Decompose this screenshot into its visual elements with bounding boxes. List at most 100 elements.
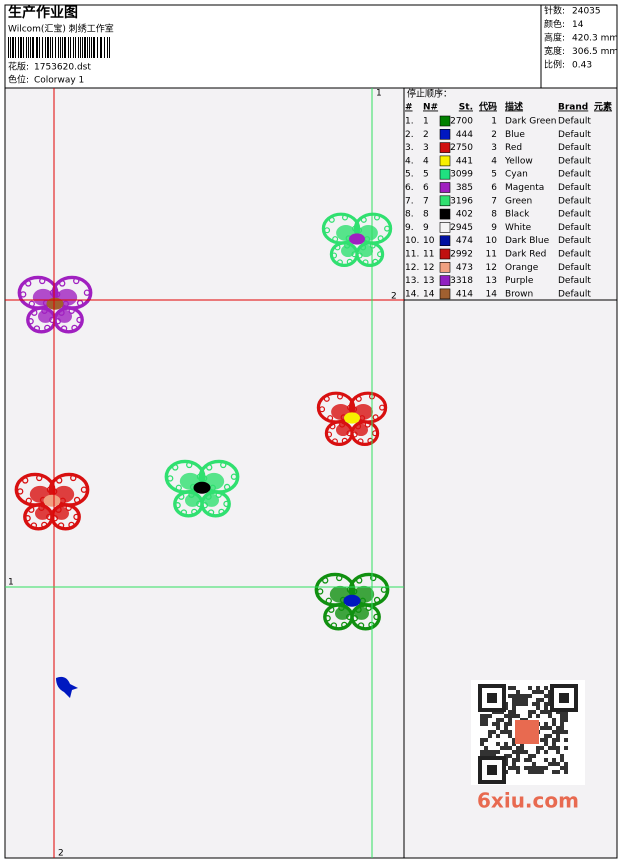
- code: 3: [491, 143, 497, 153]
- bar-stripe: [107, 37, 108, 58]
- qr-cell: [544, 694, 548, 698]
- title: 生产作业图: [8, 4, 78, 21]
- butterfly: [321, 212, 393, 268]
- bar-stripe: [42, 37, 43, 58]
- wing-dot: [60, 325, 68, 332]
- wing-dot: [205, 493, 212, 500]
- qr-cell: [564, 746, 568, 750]
- body: [193, 481, 211, 494]
- code: 2: [491, 130, 497, 140]
- butterfly: [314, 572, 390, 631]
- qr-cell: [524, 702, 528, 706]
- column-header: N#: [423, 103, 438, 113]
- wing-dot: [334, 244, 341, 251]
- qr-cell: [508, 722, 512, 726]
- needle: 8: [423, 210, 429, 220]
- wing-dot: [38, 504, 45, 511]
- swatch: [439, 155, 451, 167]
- brand: Default: [558, 170, 591, 180]
- row-number: 13.: [405, 276, 419, 286]
- wing-dot: [70, 474, 77, 482]
- qr-cell: [536, 698, 540, 702]
- needle: 9: [423, 223, 429, 233]
- wing-dot: [341, 621, 348, 629]
- qr-cell: [548, 762, 552, 766]
- wing-dot: [55, 506, 62, 513]
- guide-label: 1: [376, 89, 382, 99]
- qr-cell: [524, 694, 528, 698]
- qr-cell: [496, 734, 500, 738]
- qr-cell: [540, 698, 544, 702]
- needle: 14: [423, 289, 435, 299]
- bar-stripe: [23, 37, 24, 58]
- swatch: [439, 195, 451, 207]
- column-header: Brand: [558, 103, 588, 113]
- stitches: 2750: [450, 143, 473, 153]
- brand: Default: [558, 250, 591, 260]
- wing-dot: [329, 423, 336, 430]
- qr-cell: [512, 738, 516, 742]
- qr-cell: [536, 766, 540, 770]
- wing-dot: [188, 491, 195, 498]
- qr-cell: [552, 758, 556, 762]
- qr-cell: [528, 766, 532, 770]
- qr-cell: [500, 718, 504, 722]
- qr-cell: [544, 686, 548, 690]
- bar-stripe: [10, 37, 11, 58]
- code: 7: [491, 196, 497, 206]
- wing-dot: [41, 307, 48, 314]
- wing-dot: [377, 251, 384, 258]
- qr-finder-dot: [487, 693, 497, 703]
- qr-cell: [560, 718, 564, 722]
- wing-dot: [356, 577, 363, 584]
- wing-dot: [230, 473, 238, 480]
- info-value: 0.43: [572, 61, 592, 71]
- bar-stripe: [100, 37, 102, 58]
- code: 12: [486, 263, 497, 273]
- qr-cell: [516, 746, 520, 750]
- wing-dot: [39, 277, 46, 285]
- bar-stripe: [64, 37, 66, 58]
- wing-dot: [328, 606, 335, 613]
- qr-cell: [552, 730, 556, 734]
- bar-stripe: [97, 37, 98, 58]
- qr-cell: [520, 694, 524, 698]
- stitches: 444: [456, 130, 473, 140]
- wing-dot: [175, 484, 182, 492]
- qr-cell: [560, 730, 564, 734]
- qr-cell: [524, 750, 528, 754]
- wing-dot: [57, 522, 65, 529]
- qr-cell: [520, 746, 524, 750]
- qr-cell: [496, 722, 500, 726]
- wing-dot: [191, 508, 198, 516]
- wing-dot: [207, 509, 215, 516]
- wing-fill: [35, 506, 50, 520]
- column-header: 代码: [478, 101, 497, 113]
- wing-dot: [355, 606, 362, 613]
- qr-cell: [540, 770, 544, 774]
- qr-cell: [508, 710, 512, 714]
- qr-cell: [484, 718, 488, 722]
- colorway-label: 色位:: [8, 74, 29, 86]
- row-number: 10.: [405, 236, 419, 246]
- wing-dot: [54, 318, 62, 325]
- wing-dot: [27, 318, 34, 325]
- qr-cell: [484, 738, 488, 742]
- column-header: 元素: [594, 101, 612, 113]
- needle: 2: [423, 130, 429, 140]
- wing-dot: [201, 502, 209, 509]
- wing-dot: [56, 477, 63, 484]
- qr-cell: [508, 754, 512, 758]
- qr-cell: [544, 758, 548, 762]
- wing-dot: [357, 438, 364, 445]
- butterfly: [17, 275, 93, 334]
- qr-cell: [564, 718, 568, 722]
- qr-cell: [516, 750, 520, 754]
- qr-logo: [515, 720, 539, 744]
- qr-cell: [532, 690, 536, 694]
- wing-dot: [373, 214, 380, 221]
- needle: 6: [423, 183, 429, 193]
- qr-cell: [512, 710, 516, 714]
- wing-dot: [372, 258, 379, 265]
- qr-cell: [516, 714, 520, 718]
